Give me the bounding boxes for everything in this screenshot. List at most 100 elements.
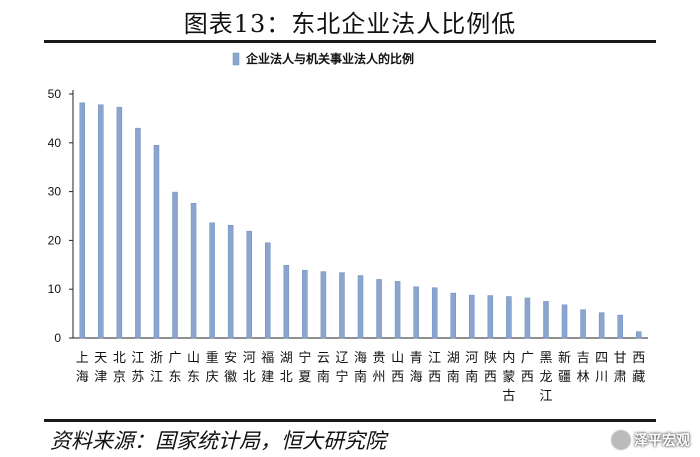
category-label-text: 辽宁 — [335, 351, 348, 385]
category-label: 北京 — [113, 351, 126, 385]
bar-新疆 — [561, 304, 568, 339]
category-labels: 上海天津北京江苏浙江广东山东重庆安徽河北福建湖北宁夏云南辽宁海南贵州山西青海江西… — [76, 350, 645, 404]
category-label-text: 湖南 — [447, 351, 460, 385]
bar-广东 — [172, 191, 178, 339]
watermark-text: 泽平宏观 — [634, 433, 690, 449]
category-label-text: 内蒙古 — [502, 350, 515, 404]
category-label-text: 天津 — [94, 351, 107, 385]
bar-湖北 — [283, 265, 290, 339]
y-tick-label: 40 — [48, 136, 62, 150]
category-label: 新疆 — [558, 350, 571, 385]
category-label-text: 宁夏 — [298, 350, 311, 385]
bar-甘肃 — [617, 314, 623, 339]
category-label-text: 北京 — [113, 351, 126, 385]
bar-广西 — [524, 297, 531, 339]
bar-江苏 — [135, 127, 141, 339]
top-rule — [44, 40, 656, 43]
category-label: 青海 — [410, 351, 423, 385]
bar-chart: 0 10 20 30 40 50 上海天津北京江苏浙江广东山东重庆安徽河北福建湖北宁夏云南… — [48, 51, 648, 404]
category-label-text: 吉林 — [577, 351, 590, 385]
category-label-text: 河北 — [243, 351, 256, 385]
category-label: 山东 — [187, 351, 200, 385]
category-label: 上海 — [76, 351, 89, 385]
bar-湖南 — [450, 292, 456, 339]
category-label-text: 贵州 — [373, 351, 386, 385]
bar-浙江 — [153, 144, 160, 339]
y-tick-label: 20 — [48, 233, 62, 247]
bar-青海 — [413, 286, 419, 339]
watermark: 泽平宏观 — [612, 430, 690, 450]
bar-云南 — [320, 271, 327, 339]
category-label-text: 湖北 — [280, 351, 293, 385]
y-tick-label: 10 — [48, 282, 62, 296]
category-label: 西藏 — [632, 351, 645, 385]
category-label-text: 山东 — [187, 351, 200, 385]
bar-黑龙江 — [543, 301, 549, 339]
chart-axes: 0 10 20 30 40 50 — [48, 87, 648, 345]
legend-label: 企业法人与机关事业法人的比例 — [245, 51, 414, 66]
category-label-text: 江苏 — [131, 351, 144, 385]
bar-贵州 — [376, 279, 382, 339]
bar-安徽 — [227, 225, 234, 339]
category-label: 黑龙江 — [539, 351, 552, 404]
category-label-text: 安徽 — [224, 351, 237, 385]
category-label: 贵州 — [373, 351, 386, 385]
category-label: 重庆 — [206, 350, 219, 385]
category-label-text: 浙江 — [150, 351, 163, 385]
category-label: 广西 — [521, 351, 534, 385]
bar-北京 — [116, 106, 123, 339]
category-label-text: 陕西 — [484, 351, 497, 385]
category-label-text: 甘肃 — [614, 351, 627, 385]
bar-重庆 — [209, 222, 215, 339]
category-label: 浙江 — [150, 351, 163, 385]
legend-entry: 企业法人与机关事业法人的比例 — [232, 51, 414, 66]
category-label: 吉林 — [577, 351, 590, 385]
category-label-text: 四川 — [595, 351, 608, 385]
category-label: 江苏 — [131, 351, 144, 385]
category-label: 广东 — [169, 351, 182, 385]
chart-title: 图表13：东北企业法人比例低 — [183, 10, 517, 38]
category-label: 陕西 — [484, 351, 497, 385]
category-label: 辽宁 — [335, 351, 348, 385]
bar-海南 — [357, 275, 364, 339]
category-label: 福建 — [261, 351, 274, 385]
y-tick-label: 30 — [48, 185, 62, 199]
category-label: 湖北 — [280, 351, 293, 385]
category-label: 河南 — [465, 351, 478, 385]
category-label: 河北 — [243, 351, 256, 385]
category-label: 四川 — [595, 351, 608, 385]
category-label: 内蒙古 — [502, 350, 515, 404]
category-label-text: 云南 — [317, 351, 330, 385]
bar-内蒙古 — [506, 296, 512, 339]
bar-福建 — [265, 242, 271, 339]
bar-陕西 — [487, 295, 494, 339]
bar-上海 — [79, 102, 86, 339]
category-label: 宁夏 — [298, 350, 311, 385]
source-note: 资料来源：国家统计局，恒大研究院 — [50, 429, 386, 453]
category-label: 云南 — [317, 351, 330, 385]
category-label: 甘肃 — [614, 351, 627, 385]
category-label: 安徽 — [224, 351, 237, 385]
category-label-text: 青海 — [410, 351, 423, 385]
bar-宁夏 — [302, 269, 308, 339]
category-label-text: 山西 — [391, 351, 404, 385]
category-label-text: 福建 — [261, 351, 274, 385]
category-label-text: 江西 — [428, 351, 441, 385]
legend: 企业法人与机关事业法人的比例 — [232, 51, 414, 66]
bar-天津 — [98, 104, 104, 339]
category-label: 江西 — [428, 351, 441, 385]
category-label-text: 上海 — [76, 351, 89, 385]
category-label: 湖南 — [447, 351, 460, 385]
category-label-text: 河南 — [465, 351, 478, 385]
category-label: 天津 — [94, 351, 107, 385]
bar-吉林 — [580, 309, 586, 339]
y-tick-label: 0 — [54, 331, 61, 345]
category-label-text: 广东 — [169, 351, 182, 385]
bottom-rule — [44, 419, 656, 422]
category-label-text: 海南 — [354, 351, 367, 385]
wechat-icon — [612, 431, 630, 449]
bar-江西 — [431, 287, 438, 339]
bar-西藏 — [635, 331, 642, 339]
bar-series — [79, 102, 642, 339]
y-tick-label: 50 — [48, 87, 62, 101]
